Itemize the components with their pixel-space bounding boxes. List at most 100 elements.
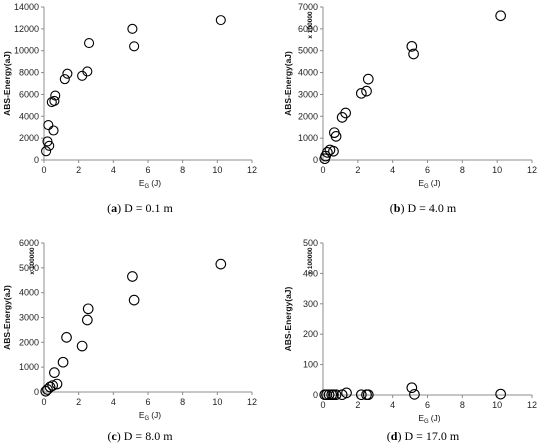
panel-caption-paren-close: ) — [397, 429, 404, 443]
data-point — [43, 119, 54, 131]
x-axis-label: EG (J) — [139, 178, 161, 190]
panel-caption-paren-open: ( — [107, 429, 111, 443]
x-axis-label-main: E — [418, 413, 424, 423]
x-axis-label: EG (J) — [418, 178, 440, 190]
data-point — [57, 356, 69, 368]
y-axis-multiplier: x 100000 — [307, 247, 314, 274]
data-point — [84, 38, 95, 49]
x-axis-label-unit: (J) — [431, 413, 441, 423]
x-axis-label-main: E — [139, 410, 145, 420]
y-tick-label: 6000 — [298, 24, 318, 34]
y-tick-label: 0 — [34, 387, 39, 397]
x-axis-label-subscript: G — [145, 184, 150, 190]
panel-caption-paren-open: ( — [107, 201, 111, 215]
data-point — [47, 380, 59, 391]
panel-caption: (d) D = 17.0 m — [387, 429, 460, 443]
y-tick-label: 400 — [303, 268, 318, 278]
y-axis-label: ABS-Energy(aJ) — [2, 285, 12, 350]
x-axis-label: EG (J) — [418, 413, 440, 425]
data-point — [215, 258, 227, 270]
x-tick-label: 4 — [111, 165, 116, 175]
y-tick-label: 200 — [303, 329, 318, 339]
x-tick-label: 12 — [247, 397, 257, 407]
data-point — [81, 314, 93, 326]
chart-panel-b: 0 1000 2000 3000 4000 5000 6000 7000 0 2 4 6 8 10 12 AB… — [283, 2, 537, 215]
y-tick-label: 5000 — [298, 46, 318, 56]
y-tick-label: 6000 — [19, 238, 39, 248]
data-point — [328, 389, 339, 401]
x-tick-label: 0 — [320, 165, 325, 175]
y-tick-label: 4000 — [19, 288, 39, 298]
data-point — [406, 40, 418, 52]
data-point — [61, 332, 72, 343]
data-point — [215, 15, 226, 26]
data-point — [127, 271, 138, 282]
x-tick-label: 8 — [460, 165, 465, 175]
panel-caption-paren-close: ) — [117, 201, 124, 215]
y-tick-label: 2000 — [19, 337, 39, 347]
y-tick-label: 0 — [313, 155, 318, 165]
y-tick-label: 0 — [34, 155, 39, 165]
y-tick-label: 14000 — [14, 2, 39, 12]
y-axis-label: ABS-Energy(aJ) — [2, 51, 12, 116]
x-tick-label: 6 — [145, 165, 150, 175]
x-tick-label: 4 — [390, 400, 395, 410]
x-tick-label: 2 — [355, 165, 360, 175]
data-point — [49, 95, 60, 107]
data-point — [48, 125, 59, 136]
data-point — [406, 382, 418, 394]
data-point — [330, 131, 342, 142]
y-tick-label: 300 — [303, 299, 318, 309]
y-tick-label: 5000 — [19, 263, 39, 273]
data-point — [409, 389, 420, 400]
x-tick-label: 0 — [41, 165, 46, 175]
data-point — [495, 388, 507, 400]
panel-caption: (c) D = 8.0 m — [107, 429, 173, 443]
x-tick-label: 12 — [247, 165, 257, 175]
x-tick-label: 10 — [212, 397, 222, 407]
x-axis-label-unit: (J) — [151, 410, 161, 420]
data-point — [129, 41, 140, 52]
y-tick-label: 2000 — [19, 133, 39, 143]
panel-caption: (a) D = 0.1 m — [107, 201, 173, 215]
y-tick-label: 7000 — [298, 2, 318, 12]
data-point — [355, 389, 367, 401]
x-tick-label: 4 — [390, 165, 395, 175]
y-tick-label: 12000 — [14, 24, 39, 34]
y-axis-multiplier: x 100000 — [29, 247, 36, 274]
data-point — [127, 23, 138, 34]
x-axis-label-subscript: G — [424, 184, 429, 190]
data-point — [44, 381, 56, 393]
panel-caption-letter: a — [111, 201, 117, 215]
x-tick-label: 10 — [492, 165, 502, 175]
y-tick-label: 3000 — [298, 89, 318, 99]
x-axis-label-subscript: G — [145, 416, 150, 422]
chart-panel-a: 0 2000 4000 6000 8000 10000 12000 14000 0 2 4 6 8 10 1… — [2, 2, 257, 215]
panel-caption-text: D = 0.1 m — [124, 201, 173, 215]
data-point — [59, 74, 70, 85]
x-tick-label: 12 — [527, 400, 537, 410]
y-tick-label: 0 — [313, 390, 318, 400]
y-tick-label: 10000 — [14, 46, 39, 56]
x-tick-label: 12 — [527, 165, 537, 175]
x-tick-label: 2 — [76, 165, 81, 175]
panel-caption-paren-open: ( — [390, 201, 394, 215]
x-tick-label: 8 — [460, 400, 465, 410]
panel-caption-letter: d — [391, 429, 398, 443]
y-tick-label: 100 — [303, 360, 318, 370]
panel-caption-letter: b — [394, 201, 401, 215]
data-point — [44, 140, 55, 151]
panel-caption-paren-close: ) — [400, 201, 407, 215]
y-tick-label: 3000 — [19, 313, 39, 323]
data-point — [328, 145, 339, 157]
data-point — [82, 66, 93, 77]
x-tick-label: 10 — [492, 400, 502, 410]
y-tick-label: 2000 — [298, 111, 318, 121]
panel-caption: (b) D = 4.0 m — [390, 201, 457, 215]
y-tick-label: 1000 — [19, 362, 39, 372]
data-point — [408, 48, 419, 60]
data-point — [355, 87, 367, 99]
y-tick-label: 8000 — [19, 68, 39, 78]
data-point — [82, 303, 94, 315]
x-axis-label-main: E — [418, 178, 424, 188]
